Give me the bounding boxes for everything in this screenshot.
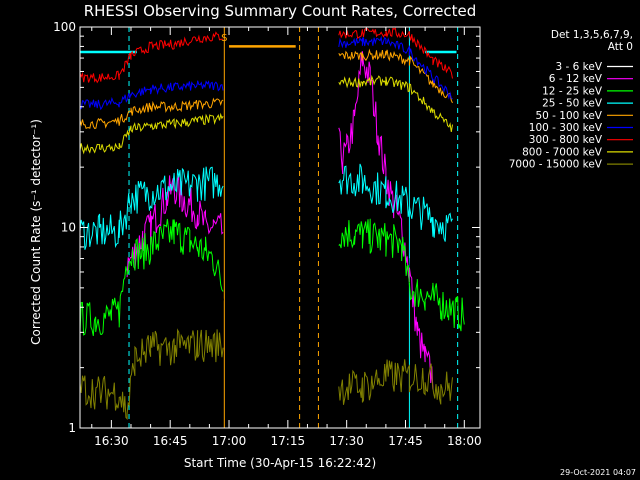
legend-label-3: 25 - 50 keV	[542, 98, 603, 110]
axes: 1 10 100 16:30 16:45 17:00 17:15 17:30 17:45 18:0…	[53, 20, 482, 448]
legend-label-0: 3 - 6 keV	[555, 61, 602, 73]
legend-label-8: 7000 - 15000 keV	[509, 159, 603, 171]
series-7-segment-0	[79, 112, 224, 155]
plot-area: S	[79, 27, 465, 428]
series-2-segment-1	[338, 218, 465, 332]
x-tick-label-17:00: 17:00	[212, 434, 247, 448]
x-axis-label: Start Time (30-Apr-15 16:22:42)	[184, 456, 376, 470]
x-tick-label-16:45: 16:45	[153, 434, 188, 448]
series-6-segment-0	[79, 31, 224, 84]
series-5-segment-0	[79, 80, 224, 111]
chart-title: RHESSI Observing Summary Count Rates, Co…	[84, 2, 477, 20]
series-4-segment-1	[338, 48, 453, 104]
legend-header-line2: Att 0	[608, 41, 633, 53]
y-tick-label-1: 1	[68, 421, 76, 435]
series-8-segment-1	[338, 359, 453, 405]
x-tick-label-16:30: 16:30	[94, 434, 129, 448]
legend-label-6: 300 - 800 keV	[529, 134, 603, 146]
series-3-segment-1	[338, 163, 453, 242]
legend-label-1: 6 - 12 keV	[549, 73, 603, 85]
series-2-segment-0	[79, 218, 224, 336]
legend-label-4: 50 - 100 keV	[535, 110, 602, 122]
legend-label-2: 12 - 25 keV	[542, 85, 603, 97]
series-0-segment-0	[130, 188, 224, 386]
x-tick-label-18:00: 18:00	[447, 434, 482, 448]
y-tick-label-100: 100	[53, 20, 76, 34]
legend-header-line1: Det 1,3,5,6,7,9,	[551, 29, 633, 41]
x-tick-label-17:15: 17:15	[271, 434, 306, 448]
series-3-segment-0	[79, 166, 224, 250]
series-8-segment-0	[79, 328, 224, 420]
flag-marker-s: S	[221, 33, 227, 44]
legend-label-5: 100 - 300 keV	[529, 122, 603, 134]
series-6-segment-1	[338, 27, 453, 79]
legend-label-7: 800 - 7000 keV	[522, 146, 603, 158]
generation-timestamp: 29-Oct-2021 04:07	[560, 468, 636, 477]
y-axis-label: Corrected Count Rate (s⁻¹ detector⁻¹)	[29, 119, 43, 345]
x-tick-label-17:45: 17:45	[388, 434, 423, 448]
series-4-segment-0	[79, 97, 224, 130]
x-tick-label-17:30: 17:30	[329, 434, 364, 448]
series-5-segment-1	[338, 35, 453, 100]
series-7-segment-1	[338, 74, 453, 132]
y-tick-label-10: 10	[61, 221, 76, 235]
